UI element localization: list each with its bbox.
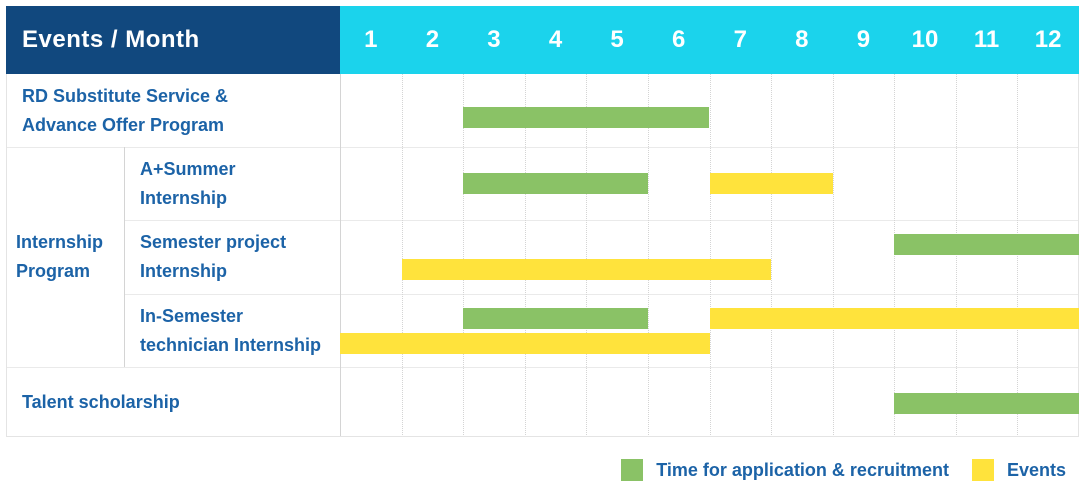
month-tick-10: 10 [911,26,939,53]
month-tick-4: 4 [548,26,563,53]
label-grid-divider-line [340,74,341,437]
month-tick-5: 5 [610,26,624,53]
application-bar [894,234,1079,255]
event-bar [401,259,772,280]
row-label-semester-project-internship: Semester project Internship [124,220,340,294]
row-divider-line [124,294,1079,295]
header-title: Events / Month [22,26,200,53]
month-column-line [771,74,773,437]
month-tick-8: 8 [795,26,809,53]
event-bar [709,173,833,194]
month-tick-12: 12 [1034,26,1062,53]
group-column-divider-line [124,147,125,367]
application-bar [463,173,648,194]
legend-label-event: Events [1006,459,1066,480]
month-tick-9: 9 [856,26,871,53]
label-line: Advance Offer Program [22,114,225,135]
row-label-a-summer-internship: A+Summer Internship [124,147,340,220]
label-line: Semester project [140,232,287,252]
event-bar [340,333,710,354]
month-tick-2: 2 [425,26,440,53]
row-label-rd-substitute: RD Substitute Service & Advance Offer Pro… [6,74,340,147]
application-bar [463,308,648,329]
row-label-talent-scholarship: Talent scholarship [6,367,340,437]
label-line: Internship [140,187,228,208]
legend-item-event: Events [971,459,1066,481]
month-header-row: 1 2 3 4 5 6 7 8 9 10 11 12 [340,6,1079,74]
month-tick-6: 6 [672,26,686,53]
label-line: Internship [16,232,104,252]
month-column-line [524,74,526,437]
label-line: RD Substitute Service & [22,85,229,106]
schedule-gantt-table: Events / Month 1 2 3 4 5 6 7 8 9 10 11 12 RD Substi… [6,6,1079,437]
application-bar [463,107,710,128]
legend-item-application: Time for application & recruitment [621,459,949,481]
label-line: technician Internship [140,334,322,355]
application-bar [894,393,1079,414]
month-column-line [586,74,588,437]
legend: Time for application & recruitment Events [621,458,1066,482]
event-bar [709,308,1079,329]
label-line: A+Summer [140,158,236,179]
month-tick-11: 11 [973,26,1000,53]
row-divider-line [124,220,1079,221]
legend-swatch-event [971,459,994,481]
events-month-header-cell: Events / Month [6,6,340,74]
label-line: In-Semester [140,305,244,326]
row-label-in-semester-technician-internship: In-Semester technician Internship [124,294,340,367]
legend-swatch-application [621,459,644,481]
month-column-line [1017,74,1019,437]
month-tick-7: 7 [733,26,747,53]
label-line: Program [16,261,91,281]
label-line: Talent scholarship [22,391,180,412]
month-column-line [955,74,957,437]
month-column-line [894,74,896,437]
legend-label-application: Time for application & recruitment [656,459,949,480]
month-tick-1: 1 [364,26,378,53]
group-label-internship-program: Internship Program [6,147,124,367]
month-column-line [401,74,403,437]
month-column-line [709,74,711,437]
month-tick-3: 3 [487,26,501,53]
month-column-line [832,74,834,437]
row-divider-line [6,367,1079,368]
month-column-line [463,74,465,437]
month-column-line [647,74,649,437]
row-divider-line [6,147,1079,148]
label-line: Internship [140,261,228,281]
